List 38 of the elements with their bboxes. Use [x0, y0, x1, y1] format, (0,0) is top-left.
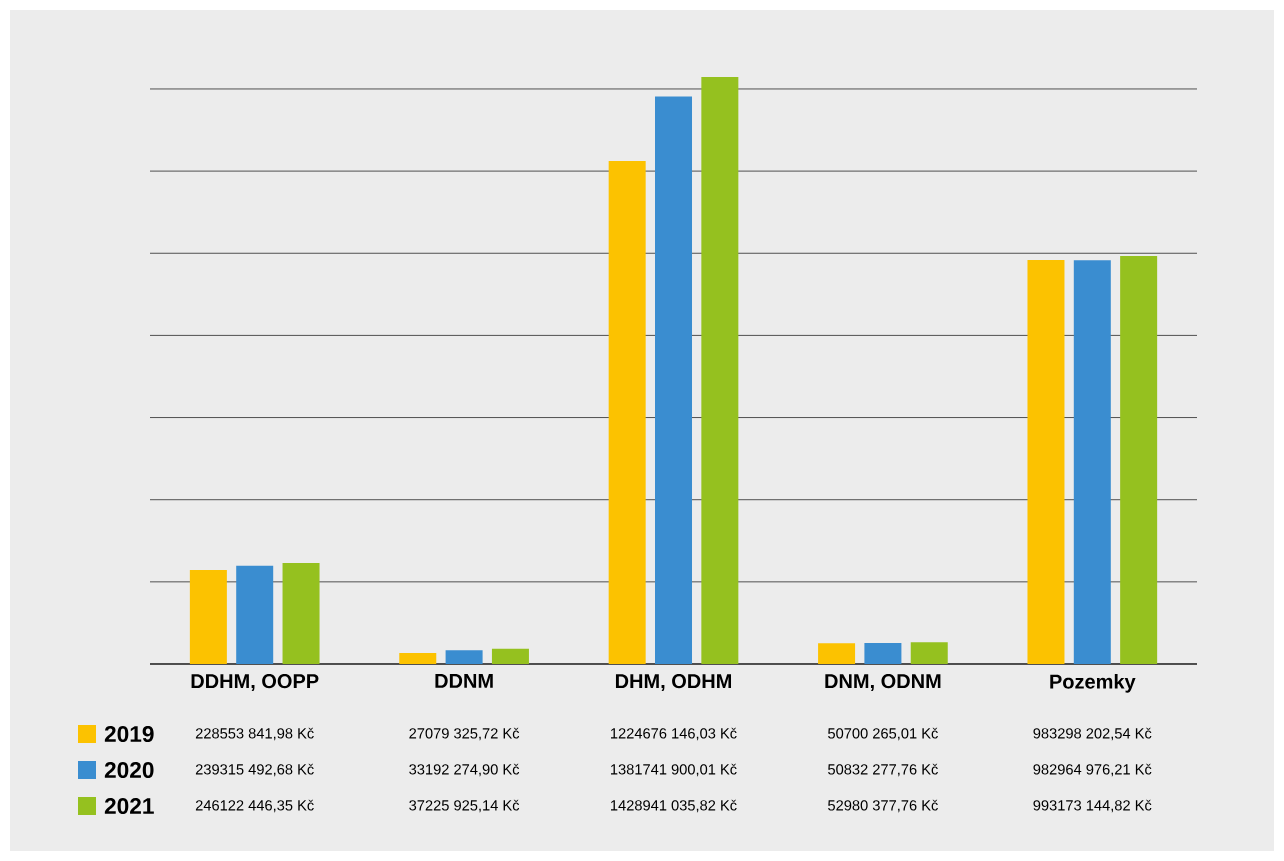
data-label: 1428941 035,82 Kč — [611, 799, 737, 813]
bar — [910, 642, 948, 664]
data-label: 246122 446,35 Kč — [195, 799, 314, 813]
bar — [282, 562, 320, 664]
data-label: 983298 202,54 Kč — [1033, 727, 1152, 741]
bar — [236, 565, 274, 664]
data-label: 37225 925,14 Kč — [409, 799, 520, 813]
bar — [818, 643, 856, 664]
data-label: 1381741 900,01 Kč — [611, 763, 737, 777]
x-tick-label: Pozemky — [1050, 674, 1136, 693]
data-label: 239315 492,68 Kč — [195, 763, 314, 777]
bar — [491, 648, 529, 664]
data-label: 993173 144,82 Kč — [1033, 799, 1152, 813]
data-label: 50832 277,76 Kč — [828, 763, 938, 777]
bar — [1073, 260, 1111, 664]
x-tick-label: DDHM, OOPP — [191, 674, 319, 692]
data-label: 33192 274,90 Kč — [409, 763, 520, 777]
data-label: 27079 325,72 Kč — [409, 727, 520, 741]
legend-label: 2020 — [104, 761, 154, 779]
data-label: 228553 841,98 Kč — [195, 727, 314, 741]
legend-label: 2019 — [104, 725, 154, 743]
bar — [1027, 260, 1065, 664]
data-label: 1224676 146,03 Kč — [611, 727, 737, 741]
bar — [1120, 256, 1158, 664]
bar — [701, 77, 739, 664]
x-tick-label: DDNM — [435, 674, 493, 688]
bar — [445, 650, 483, 664]
x-tick-label: DNM, ODNM — [825, 674, 941, 692]
legend-label: 2021 — [104, 797, 154, 815]
data-label: 52980 377,76 Kč — [828, 799, 938, 813]
bar — [864, 643, 902, 664]
bar — [608, 160, 646, 664]
data-label: 50700 265,01 Kč — [828, 727, 938, 741]
bar — [399, 652, 437, 664]
x-tick-label: DHM, ODHM — [615, 674, 732, 692]
bar — [189, 570, 227, 664]
bar — [655, 96, 693, 664]
data-label: 982964 976,21 Kč — [1033, 763, 1152, 777]
